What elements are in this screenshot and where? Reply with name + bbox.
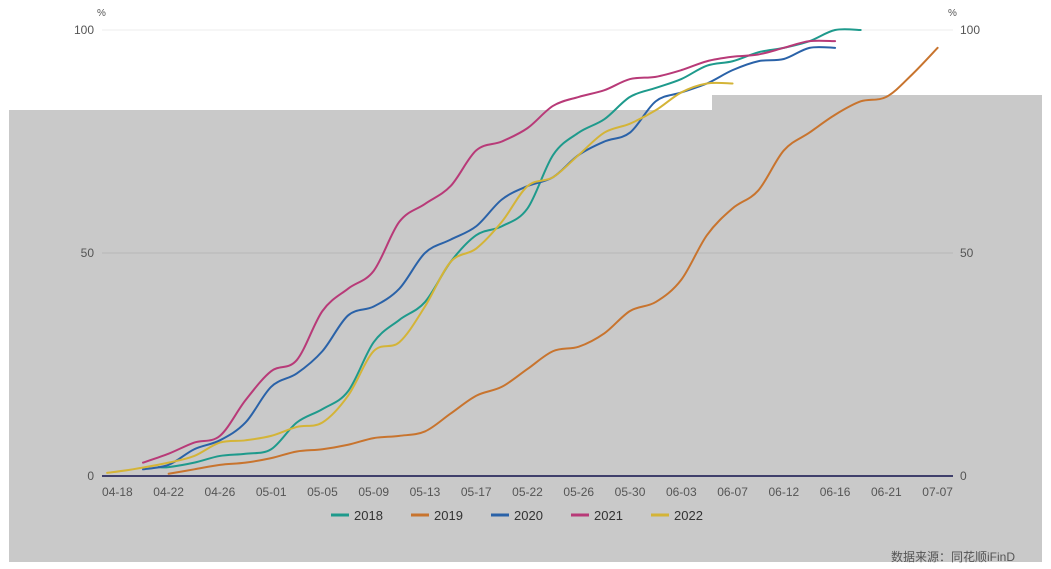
chart-shaded-area-top-right: [712, 95, 1042, 111]
x-tick-label: 05-09: [358, 485, 389, 499]
chart-shaded-area: [9, 110, 1042, 562]
series-line-2020: [142, 46, 837, 471]
y-tick-label-left: 50: [81, 246, 95, 260]
legend: 2018 2019 2020 2021 2022: [331, 508, 703, 523]
y-tick-label-right: 50: [960, 246, 974, 260]
x-tick-label: 04-26: [205, 485, 236, 499]
x-tick-label: 04-22: [153, 485, 184, 499]
x-axis-ticks: 04-18 04-22 04-26 05-01 05-05 05-09 05-13 05-17…: [102, 485, 953, 499]
legend-label-2022: 2022: [674, 508, 703, 523]
y-tick-label-right: 100: [960, 23, 980, 37]
x-tick-label: 05-30: [615, 485, 646, 499]
x-tick-label: 05-05: [307, 485, 338, 499]
y-tick-label-left: 0: [87, 469, 94, 483]
legend-label-2020: 2020: [514, 508, 543, 523]
y-unit-right: %: [948, 8, 957, 19]
x-tick-label: 07-07: [922, 485, 953, 499]
y-tick-label-left: 100: [74, 23, 94, 37]
x-tick-label: 05-22: [512, 485, 543, 499]
y-unit-left: %: [97, 8, 106, 19]
y-axis-ticks: 0 0 50 50 100 100: [74, 23, 980, 483]
series-line-2022: [106, 81, 734, 474]
source-label: 数据来源：同花顺iFinD: [891, 549, 1015, 564]
x-tick-label: 06-03: [666, 485, 697, 499]
legend-label-2021: 2021: [594, 508, 623, 523]
x-tick-label: 06-21: [871, 485, 902, 499]
grid-lines: [102, 29, 953, 254]
legend-label-2018: 2018: [354, 508, 383, 523]
x-tick-label: 06-12: [768, 485, 799, 499]
legend-label-2019: 2019: [434, 508, 463, 523]
x-tick-label: 05-17: [461, 485, 492, 499]
x-tick-label: 05-26: [563, 485, 594, 499]
x-tick-label: 05-01: [256, 485, 287, 499]
series-line-2018: [157, 28, 862, 469]
series-line-2019: [167, 46, 939, 475]
x-tick-label: 05-13: [410, 485, 441, 499]
x-tick-label: 06-16: [820, 485, 851, 499]
series-line-2021: [142, 39, 837, 464]
series-lines: [106, 28, 939, 475]
x-tick-label: 04-18: [102, 485, 133, 499]
y-tick-label-right: 0: [960, 469, 967, 483]
x-tick-label: 06-07: [717, 485, 748, 499]
